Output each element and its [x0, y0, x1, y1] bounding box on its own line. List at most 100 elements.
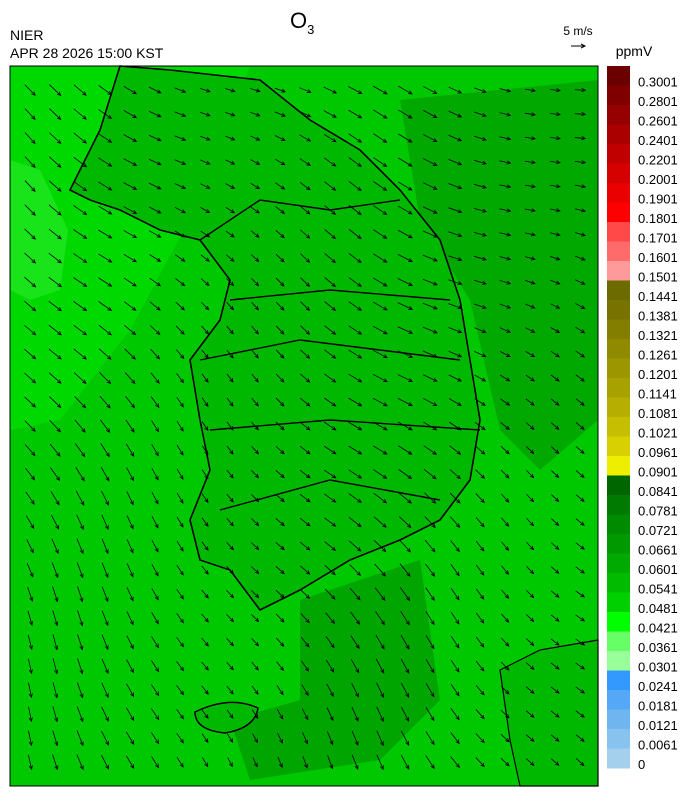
wind-arrow [400, 658, 410, 674]
wind-arrow [475, 516, 485, 528]
wind-arrow [473, 135, 487, 141]
wind-arrow [24, 444, 36, 457]
wind-arrow [372, 349, 388, 359]
wind-arrow [375, 634, 385, 650]
wind-arrow [48, 228, 62, 240]
wind-arrow [275, 325, 285, 335]
wind-arrow [574, 232, 586, 237]
wind-arrow [77, 586, 84, 603]
wind-arrow [550, 662, 560, 670]
wind-arrow [226, 638, 235, 647]
colorbar-cell [607, 612, 630, 632]
wind-arrow [275, 494, 285, 503]
wind-arrow [475, 469, 486, 479]
wind-arrow [299, 181, 311, 191]
wind-arrow [399, 563, 411, 577]
colorbar-cell [607, 358, 630, 379]
wind-arrow [448, 255, 463, 262]
wind-arrow [52, 754, 59, 771]
wind-arrow [98, 277, 113, 287]
wind-arrow [151, 420, 160, 433]
wind-arrow [525, 758, 535, 767]
wind-arrow [397, 133, 413, 143]
wind-arrow [324, 229, 337, 240]
wind-arrow [549, 136, 561, 141]
wind-arrow [450, 564, 460, 577]
wind-arrow [99, 395, 111, 409]
wind-arrow [201, 709, 209, 719]
wind-arrow [302, 732, 309, 745]
wind-arrow [575, 686, 586, 694]
colorbar-cell [607, 261, 630, 281]
wind-arrow [251, 685, 259, 695]
wind-arrow [73, 253, 88, 263]
wind-arrow [499, 112, 512, 117]
wind-arrow [525, 279, 536, 285]
wind-arrow [27, 754, 33, 771]
wind-arrow [225, 135, 236, 141]
wind-arrow [501, 517, 510, 527]
wind-arrow [575, 279, 586, 285]
wind-arrow [148, 110, 162, 118]
wind-arrow [73, 108, 87, 120]
wind-arrow [526, 494, 535, 503]
wind-arrow [174, 230, 186, 238]
wind-arrow [252, 757, 258, 768]
wind-arrow [251, 566, 260, 575]
wind-arrow [300, 301, 311, 311]
wind-arrow [74, 395, 87, 409]
wind-arrow [324, 277, 337, 288]
wind-arrow [425, 755, 435, 770]
wind-arrow [226, 349, 234, 359]
wind-arrow [324, 469, 337, 479]
wind-arrow [73, 348, 87, 360]
wind-arrow [575, 494, 585, 502]
wind-arrow [448, 86, 463, 94]
wind-arrow [474, 421, 486, 431]
wind-arrow [76, 514, 84, 531]
wind-arrow [176, 709, 185, 720]
wind-arrow [550, 710, 560, 718]
wind-arrow [448, 398, 462, 406]
colorbar-cell [607, 690, 630, 710]
wind-arrow [525, 686, 535, 694]
colorbar-cell [607, 475, 630, 496]
colorbar-cell [607, 144, 630, 164]
wind-arrow [348, 493, 362, 503]
wind-arrow [474, 87, 487, 93]
province-border [199, 199, 481, 511]
wind-arrow [372, 85, 388, 95]
wind-arrow [325, 636, 335, 649]
wind-arrow [376, 730, 384, 747]
wind-arrow [52, 658, 59, 675]
wind-arrow [423, 158, 438, 166]
wind-arrow [351, 706, 359, 722]
wind-arrow [349, 564, 362, 577]
wind-arrow [200, 278, 210, 287]
wind-arrow [397, 421, 413, 431]
wind-arrow [475, 660, 485, 672]
wind-scale-arrowhead [580, 43, 587, 49]
wind-arrow [200, 301, 210, 311]
wind-arrow [275, 301, 285, 311]
colorbar: 0.3001 0.2801 0.2601 0.2401 0.2201 0.2001 0.19… [607, 66, 678, 772]
wind-arrow [500, 493, 510, 503]
wind-arrow [301, 708, 309, 721]
wind-arrow [148, 134, 162, 142]
wind-arrow [24, 420, 36, 432]
wind-arrow [175, 301, 186, 311]
wind-arrow [99, 372, 112, 385]
wind-arrow [499, 88, 512, 93]
wind-arrow [24, 132, 36, 145]
wind-arrow [150, 348, 161, 360]
wind-arrow [274, 135, 286, 141]
wind-arrow [277, 732, 283, 744]
wind-arrow [24, 252, 37, 264]
wind-arrow [499, 327, 511, 333]
wind-arrow [424, 492, 437, 504]
wind-arrow [525, 422, 535, 430]
wind-arrow [176, 420, 184, 432]
wind-arrow [24, 108, 36, 121]
wind-arrow [101, 562, 109, 579]
colorbar-cell [607, 300, 630, 320]
